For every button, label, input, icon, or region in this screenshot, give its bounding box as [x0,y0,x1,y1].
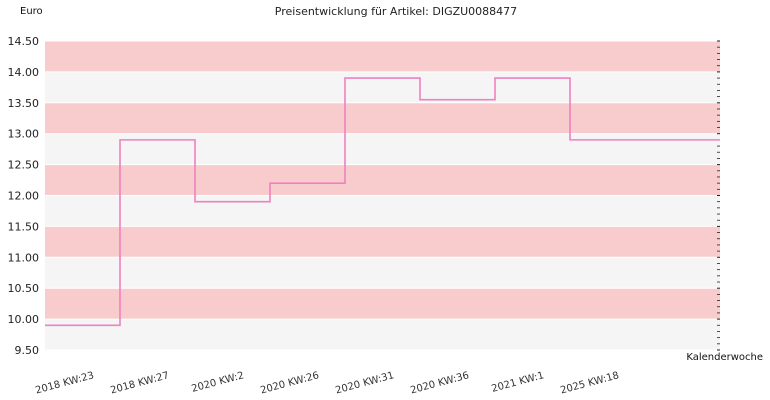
y-tick-label: 11.50 [8,220,40,233]
x-tick-label: 2018 KW:27 [109,370,170,396]
y-tick-label: 13.50 [8,97,40,110]
background-band [45,319,720,350]
background-band [45,71,720,103]
background-band [45,164,720,196]
x-tick-label: 2021 KW:1 [490,370,545,395]
x-tick-label: 2020 KW:26 [259,370,320,396]
y-tick-label: 10.00 [8,313,40,326]
x-axis-tick-labels: 2018 KW:23 2018 KW:27 2020 KW:2 2020 KW:26 2… [34,370,620,396]
y-tick-label: 12.00 [8,190,40,203]
gridlines [45,40,720,351]
background-band [45,288,720,320]
y-axis-tick-labels: 9.50 10.00 10.50 11.00 11.50 12.00 12.50 13.00 1… [8,35,40,357]
background-band [45,195,720,227]
x-tick-label: 2020 KW:2 [190,370,245,395]
y-tick-label: 12.50 [8,159,40,172]
y-tick-label: 9.50 [15,344,40,357]
y-tick-label: 11.00 [8,251,40,264]
background-bands [45,41,720,350]
x-tick-label: 2018 KW:23 [34,370,95,396]
chart-title: Preisentwicklung für Artikel: DIGZU00884… [275,5,517,18]
background-band [45,102,720,134]
y-tick-label: 13.00 [8,128,40,141]
right-axis-ticks [717,40,720,351]
y-tick-label: 14.50 [8,35,40,48]
background-band [45,226,720,258]
x-tick-label: 2020 KW:31 [334,370,395,396]
y-tick-label: 14.00 [8,66,40,79]
x-axis-label: Kalenderwoche [686,352,763,363]
x-tick-label: 2020 KW:36 [409,370,470,396]
background-band [45,133,720,165]
x-tick-label: 2025 KW:18 [559,370,620,396]
background-band [45,257,720,289]
background-band [45,41,720,72]
y-tick-label: 10.50 [8,282,40,295]
y-axis-label: Euro [20,6,43,17]
price-series [45,77,720,327]
